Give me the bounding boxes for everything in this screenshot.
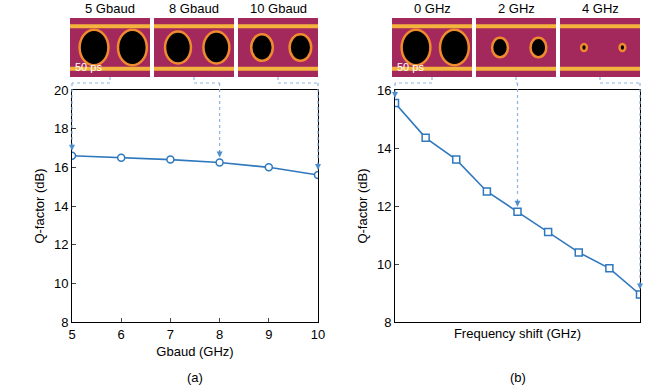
svg-text:16: 16 — [377, 83, 391, 98]
svg-text:8: 8 — [384, 315, 391, 330]
svg-text:0 GHz: 0 GHz — [414, 1, 451, 16]
svg-text:50 ps: 50 ps — [397, 61, 424, 73]
svg-text:(a): (a) — [187, 370, 203, 385]
svg-text:(b): (b) — [510, 370, 526, 385]
svg-text:4 GHz: 4 GHz — [582, 1, 619, 16]
svg-text:5 Gbaud: 5 Gbaud — [85, 1, 135, 16]
svg-text:Frequency shift (GHz): Frequency shift (GHz) — [454, 326, 581, 341]
svg-text:10: 10 — [54, 276, 68, 291]
svg-text:Gbaud (GHz): Gbaud (GHz) — [156, 344, 233, 359]
svg-text:8: 8 — [61, 315, 68, 330]
svg-text:10: 10 — [311, 327, 325, 342]
svg-text:8 Gbaud: 8 Gbaud — [169, 1, 219, 16]
svg-text:12: 12 — [54, 237, 68, 252]
svg-text:16: 16 — [54, 160, 68, 175]
svg-text:14: 14 — [54, 199, 68, 214]
svg-text:5: 5 — [68, 327, 75, 342]
svg-text:6: 6 — [118, 327, 125, 342]
svg-text:50 ps: 50 ps — [75, 61, 102, 73]
svg-text:Q-factor (dB): Q-factor (dB) — [32, 168, 47, 243]
svg-text:8: 8 — [216, 327, 223, 342]
svg-text:7: 7 — [167, 327, 174, 342]
svg-text:9: 9 — [265, 327, 272, 342]
svg-text:14: 14 — [377, 141, 391, 156]
svg-text:12: 12 — [377, 199, 391, 214]
svg-text:18: 18 — [54, 121, 68, 136]
svg-text:10 Gbaud: 10 Gbaud — [250, 1, 307, 16]
svg-text:10: 10 — [377, 257, 391, 272]
svg-text:2 GHz: 2 GHz — [498, 1, 535, 16]
svg-text:20: 20 — [54, 83, 68, 98]
svg-text:Q-factor (dB): Q-factor (dB) — [355, 168, 370, 243]
